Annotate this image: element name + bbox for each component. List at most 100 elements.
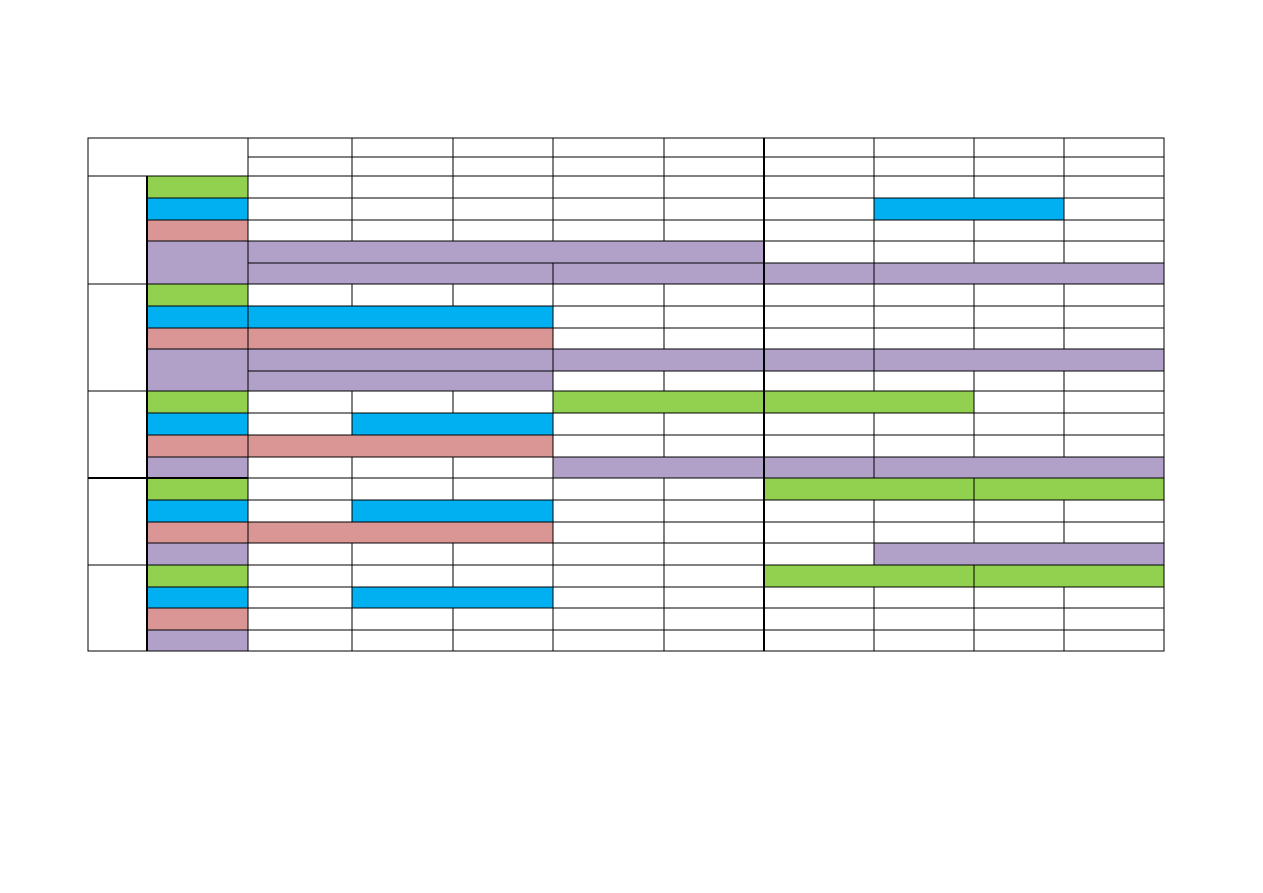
empty-cell — [247, 564, 353, 588]
empty-cell — [351, 197, 454, 221]
empty-cell — [663, 477, 765, 501]
schedule-block — [247, 370, 554, 392]
empty-cell — [973, 327, 1065, 350]
empty-cell — [247, 197, 353, 221]
empty-cell — [247, 175, 353, 199]
empty-cell — [663, 434, 765, 458]
category-cell — [146, 629, 249, 652]
empty-cell — [763, 370, 875, 392]
empty-cell — [247, 283, 353, 307]
corner-cell — [87, 137, 249, 177]
empty-cell — [973, 240, 1065, 264]
header-cell — [452, 137, 554, 158]
schedule-block — [552, 262, 875, 285]
empty-cell — [552, 283, 665, 307]
schedule-block — [873, 542, 1165, 566]
empty-cell — [1063, 629, 1165, 652]
empty-cell — [973, 390, 1065, 414]
empty-cell — [452, 629, 554, 652]
empty-cell — [1063, 240, 1165, 264]
category-cell — [146, 305, 249, 329]
group-cell — [87, 564, 148, 652]
empty-cell — [452, 564, 554, 588]
empty-cell — [1063, 283, 1165, 307]
empty-cell — [1063, 370, 1165, 392]
header-cell — [247, 137, 353, 158]
header-cell — [552, 137, 665, 158]
header-cell — [873, 156, 975, 177]
category-cell — [146, 586, 249, 609]
header-cell — [973, 137, 1065, 158]
empty-cell — [973, 412, 1065, 436]
schedule-block — [763, 564, 975, 588]
empty-cell — [663, 175, 765, 199]
category-cell — [146, 564, 249, 588]
empty-cell — [663, 629, 765, 652]
empty-cell — [1063, 305, 1165, 329]
empty-cell — [247, 499, 353, 523]
empty-cell — [763, 305, 875, 329]
empty-cell — [552, 327, 665, 350]
category-cell — [146, 456, 249, 479]
category-cell — [146, 499, 249, 523]
empty-cell — [873, 586, 975, 609]
schedule-block — [873, 262, 1165, 285]
empty-cell — [351, 564, 454, 588]
category-cell — [146, 607, 249, 631]
empty-cell — [663, 499, 765, 523]
schedule-block — [247, 521, 554, 544]
empty-cell — [247, 542, 353, 566]
empty-cell — [552, 305, 665, 329]
empty-cell — [1063, 521, 1165, 544]
empty-cell — [1063, 412, 1165, 436]
empty-cell — [1063, 327, 1165, 350]
header-cell — [663, 137, 765, 158]
empty-cell — [552, 434, 665, 458]
empty-cell — [663, 305, 765, 329]
empty-cell — [873, 434, 975, 458]
schedule-block — [552, 348, 875, 372]
empty-cell — [552, 370, 665, 392]
schedule-block — [351, 412, 554, 436]
empty-cell — [1063, 390, 1165, 414]
empty-cell — [247, 390, 353, 414]
schedule-block — [247, 348, 554, 372]
category-cell — [146, 327, 249, 350]
empty-cell — [552, 542, 665, 566]
header-cell — [763, 137, 875, 158]
empty-cell — [873, 629, 975, 652]
empty-cell — [452, 607, 554, 631]
empty-cell — [663, 370, 765, 392]
category-cell — [146, 219, 249, 242]
empty-cell — [663, 607, 765, 631]
empty-cell — [351, 629, 454, 652]
empty-cell — [552, 175, 665, 199]
schedule-block — [873, 456, 1165, 479]
empty-cell — [873, 283, 975, 307]
empty-cell — [552, 586, 665, 609]
empty-cell — [552, 499, 665, 523]
empty-cell — [763, 434, 875, 458]
empty-cell — [973, 370, 1065, 392]
schedule-block — [763, 477, 975, 501]
empty-cell — [663, 542, 765, 566]
empty-cell — [973, 283, 1065, 307]
empty-cell — [973, 175, 1065, 199]
category-cell — [146, 542, 249, 566]
category-cell — [146, 283, 249, 307]
empty-cell — [247, 456, 353, 479]
category-cell — [146, 521, 249, 544]
empty-cell — [763, 629, 875, 652]
header-cell — [663, 156, 765, 177]
empty-cell — [873, 412, 975, 436]
schedule-block — [351, 499, 554, 523]
header-cell — [351, 156, 454, 177]
empty-cell — [663, 327, 765, 350]
empty-cell — [763, 542, 875, 566]
empty-cell — [663, 219, 765, 242]
empty-cell — [873, 607, 975, 631]
schedule-block — [247, 327, 554, 350]
empty-cell — [663, 197, 765, 221]
schedule-block — [973, 477, 1165, 501]
